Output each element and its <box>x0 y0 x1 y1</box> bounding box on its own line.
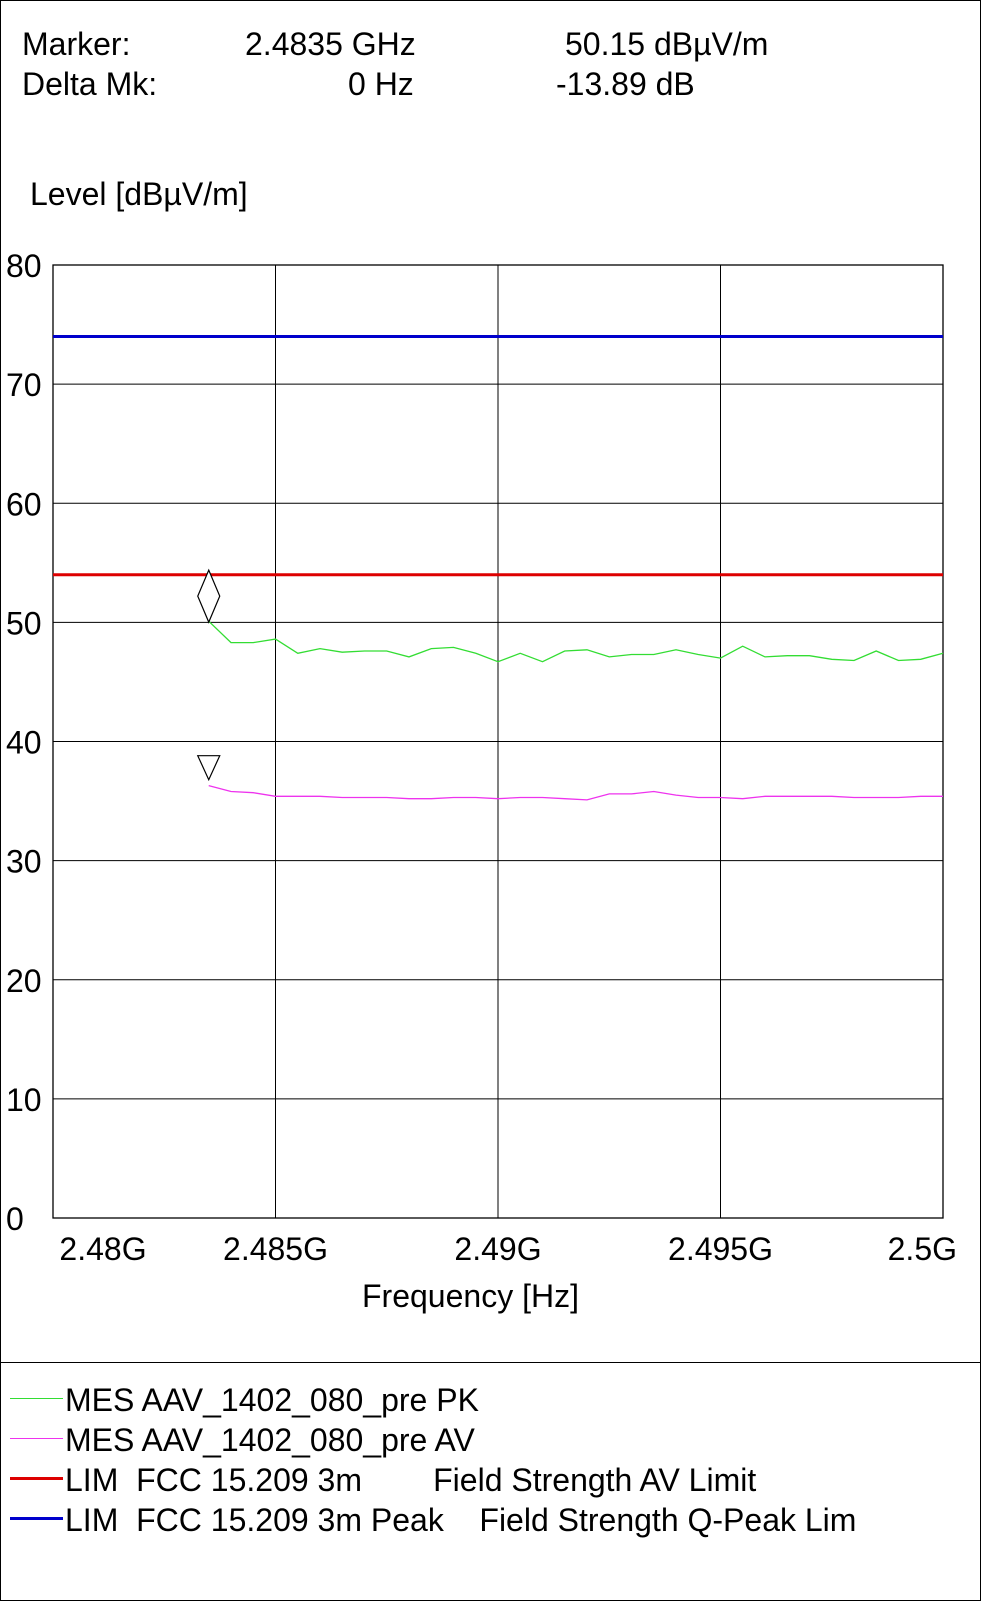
legend-label-av: MES AAV_1402_080_pre AV <box>65 1422 475 1458</box>
y-tick-label: 40 <box>6 725 42 761</box>
y-tick-label: 20 <box>6 963 42 999</box>
legend-label-av-limit: LIM FCC 15.209 3m Field Strength AV Limi… <box>65 1462 757 1498</box>
y-tick-label: 70 <box>6 367 42 403</box>
x-axis-label: Frequency [Hz] <box>362 1278 579 1314</box>
x-tick-label: 2.495G <box>668 1231 773 1267</box>
y-tick-label: 60 <box>6 486 42 522</box>
marker-triangle-icon <box>196 755 221 782</box>
legend-label-pk: MES AAV_1402_080_pre PK <box>65 1382 479 1418</box>
series <box>53 335 944 801</box>
delta-marker-label: Delta Mk: <box>22 66 158 102</box>
x-tick-label: 2.485G <box>223 1231 328 1267</box>
marker-frequency: 2.4835 GHz <box>245 26 416 62</box>
legend-swatch-av-limit <box>10 1477 63 1480</box>
y-tick-label: 0 <box>6 1201 24 1237</box>
x-tick-labels: 2.48G 2.485G 2.49G 2.495G 2.5G <box>59 1231 957 1267</box>
y-tick-label: 10 <box>6 1082 42 1118</box>
y-tick-label: 30 <box>6 844 42 880</box>
grid <box>52 264 944 1219</box>
legend-swatch-peak-limit <box>10 1517 63 1520</box>
x-tick-label: 2.5G <box>888 1231 957 1267</box>
y-axis-label: Level [dBµV/m] <box>30 176 248 212</box>
delta-marker-frequency: 0 Hz <box>348 66 414 102</box>
legend-divider <box>0 1362 981 1363</box>
y-tick-labels: 0 10 20 30 40 50 60 70 80 <box>6 248 42 1237</box>
legend-label-peak-limit: LIM FCC 15.209 3m Peak Field Strength Q-… <box>65 1502 857 1538</box>
series-line-av <box>208 784 943 801</box>
delta-marker-level: -13.89 dB <box>556 66 695 102</box>
legend-swatch-pk <box>10 1398 63 1399</box>
x-tick-label: 2.49G <box>454 1231 541 1267</box>
series-line-pk <box>208 620 944 663</box>
marker-label: Marker: <box>22 26 131 62</box>
x-tick-label: 2.48G <box>59 1231 146 1267</box>
y-tick-label: 50 <box>6 605 42 641</box>
legend-swatch-av <box>10 1438 63 1439</box>
y-tick-label: 80 <box>6 248 42 284</box>
spectrum-chart: 0 10 20 30 40 50 60 70 80 2.48G 2.485G 2.49G 2.495G… <box>6 248 957 1267</box>
markers <box>196 568 221 782</box>
marker-level: 50.15 dBµV/m <box>565 26 769 62</box>
marker-diamond-icon <box>197 568 221 624</box>
